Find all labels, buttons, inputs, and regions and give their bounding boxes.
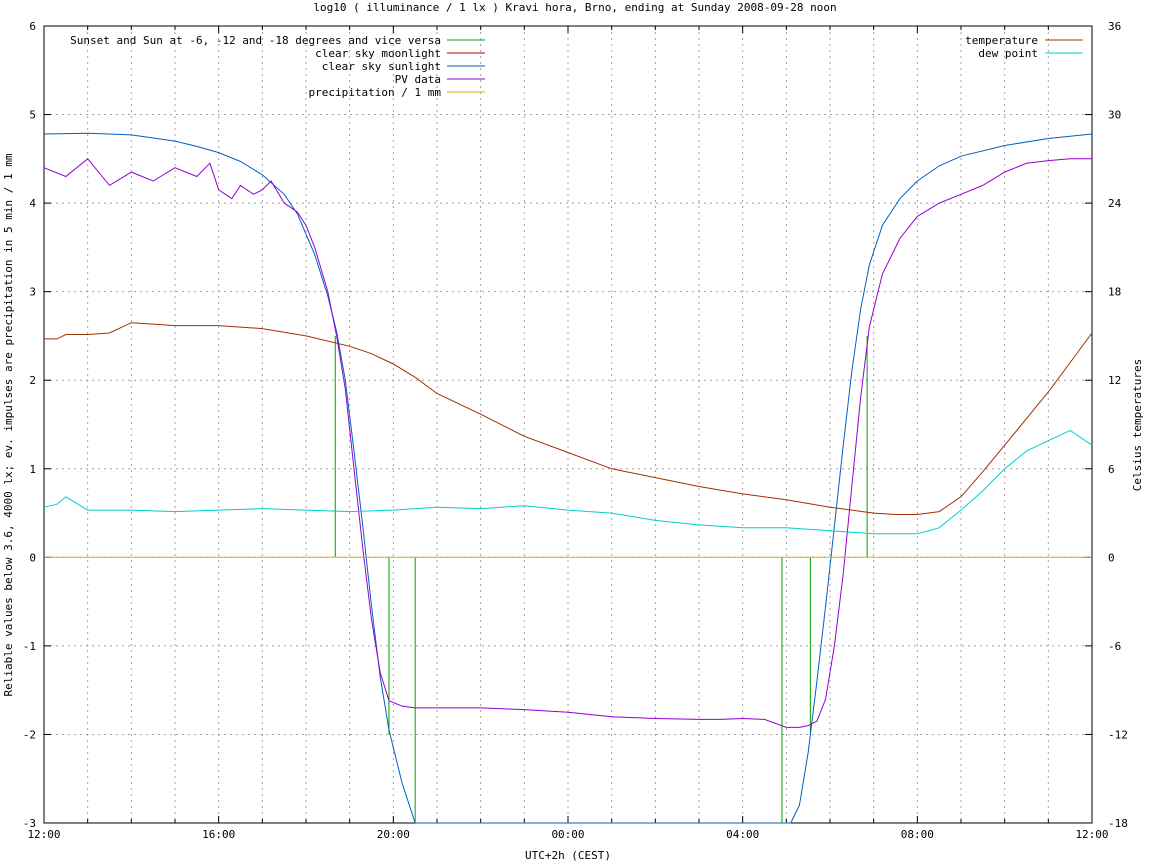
x-tick-label: 12:00: [27, 828, 60, 841]
y-tick-label: 5: [29, 109, 36, 122]
y-tick-label: 3: [29, 286, 36, 299]
x-tick-label: 08:00: [901, 828, 934, 841]
y2-tick-label: 30: [1108, 109, 1121, 122]
legend-label: temperature: [965, 34, 1038, 47]
chart-title: log10 ( illuminance / 1 lx ) Kravi hora,…: [313, 1, 836, 14]
y-tick-label: -3: [23, 817, 36, 830]
y-tick-label: 6: [29, 20, 36, 33]
legend-label: clear sky moonlight: [315, 47, 441, 60]
legend-label: clear sky sunlight: [322, 60, 441, 73]
y-tick-label: -1: [23, 640, 36, 653]
y2-tick-label: 0: [1108, 551, 1115, 564]
y2-tick-label: -12: [1108, 728, 1128, 741]
legend-label: PV data: [395, 73, 441, 86]
y2-tick-label: 6: [1108, 463, 1115, 476]
y-tick-label: 1: [29, 463, 36, 476]
y-tick-label: 0: [29, 551, 36, 564]
x-tick-label: 20:00: [377, 828, 410, 841]
y2-tick-label: 36: [1108, 20, 1121, 33]
y2-tick-label: 18: [1108, 286, 1121, 299]
series-line-5: [44, 322, 1093, 515]
y2-axis-label: Celsius temperatures: [1131, 359, 1144, 491]
x-tick-label: 16:00: [202, 828, 235, 841]
series-line-3: [43, 158, 1092, 728]
y-axis-label: Reliable values below 3.6, 4000 lx; ev. …: [2, 153, 15, 696]
series-line-2: [43, 132, 1093, 824]
plot-frame: [43, 25, 1093, 824]
grid: [44, 26, 1092, 823]
y-tick-label: 2: [29, 374, 36, 387]
x-tick-label: 12:00: [1075, 828, 1108, 841]
y2-tick-label: 12: [1108, 374, 1121, 387]
y2-tick-label: -6: [1108, 640, 1121, 653]
legend-left: Sunset and Sun at -6, -12 and -18 degree…: [70, 34, 485, 99]
series-line-6: [43, 429, 1093, 535]
series-layer: [43, 132, 1093, 824]
x-tick-label: 00:00: [551, 828, 584, 841]
y2-tick-label: -18: [1108, 817, 1128, 830]
legend-label: Sunset and Sun at -6, -12 and -18 degree…: [70, 34, 441, 47]
x-tick-label: 04:00: [726, 828, 759, 841]
legend-label: precipitation / 1 mm: [309, 86, 442, 99]
y-tick-label: 4: [29, 197, 36, 210]
y2-tick-label: 24: [1108, 197, 1122, 210]
x-axis-label: UTC+2h (CEST): [525, 849, 611, 862]
y-tick-label: -2: [23, 728, 36, 741]
legend-label: dew point: [978, 47, 1038, 60]
